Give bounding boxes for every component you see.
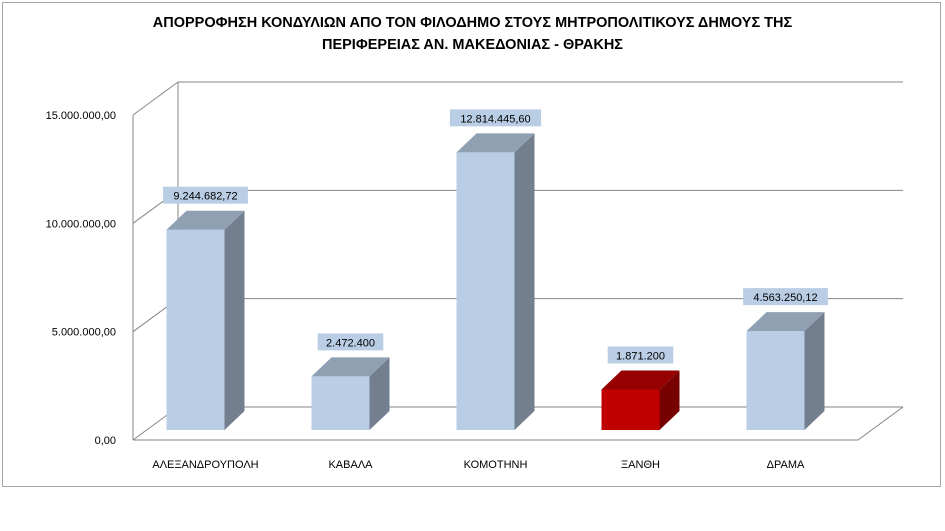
gridline-side-3 (132, 81, 179, 116)
bar-side-0 (224, 210, 245, 430)
data-label-4: 4.563.250,12 (753, 292, 817, 304)
data-label-bg-4 (743, 288, 828, 306)
bar-front-4 (746, 331, 805, 430)
x-tick-label-0: ΑΛΕΞΑΝΔΡΟΥΠΟΛΗ (152, 459, 258, 471)
floor-right-edge (857, 406, 904, 441)
data-label-bg-2 (449, 109, 542, 127)
x-tick-label-3: ΞΑΝΘΗ (621, 459, 660, 471)
x-tick-label-4: ΔΡΑΜΑ (767, 459, 805, 471)
data-label-1: 2.472.400 (326, 337, 375, 349)
data-label-0: 9.244.682,72 (173, 191, 237, 203)
bar-top-0 (166, 210, 245, 230)
chart-title-line-1: ΑΠΟΡΡΟΦΗΣΗ ΚΟΝΔΥΛΙΩΝ ΑΠΟ ΤΟΝ ΦΙΛΟΔΗΜΟ ΣΤ… (152, 15, 793, 31)
data-label-bg-1 (317, 333, 384, 351)
x-tick-label-1: ΚΑΒΑΛΑ (328, 459, 373, 471)
bar-front-3 (601, 389, 660, 430)
chart-title: ΑΠΟΡΡΟΦΗΣΗ ΚΟΝΔΥΛΙΩΝ ΑΠΟ ΤΟΝ ΦΙΛΟΔΗΜΟ ΣΤ… (0, 12, 945, 56)
x-tick-label-2: ΚΟΜΟΤΗΝΗ (464, 459, 528, 471)
bar-front-2 (456, 152, 515, 430)
bar-side-1 (369, 357, 390, 430)
bar-front-0 (166, 229, 225, 430)
y-tick-label-0: 0,00 (95, 435, 116, 447)
data-label-bg-3 (607, 346, 674, 364)
bar-front-1 (311, 376, 370, 430)
y-tick-label-3: 15.000.000,00 (46, 110, 116, 122)
bar-top-1 (311, 357, 390, 377)
bar-side-2 (514, 133, 535, 430)
data-label-3: 1.871.200 (616, 350, 665, 362)
bar-top-4 (746, 312, 825, 332)
bar-side-3 (659, 370, 680, 430)
bar-top-3 (601, 370, 680, 390)
y-tick-label-2: 10.000.000,00 (46, 218, 116, 230)
bar-top-2 (456, 133, 535, 153)
data-label-2: 12.814.445,60 (460, 113, 530, 125)
y-tick-label-1: 5.000.000,00 (52, 327, 116, 339)
chart-title-line-2: ΠΕΡΙΦΕΡΕΙΑΣ ΑΝ. ΜΑΚΕΔΟΝΙΑΣ - ΘΡΑΚΗΣ (321, 37, 623, 53)
data-label-bg-0 (163, 186, 248, 204)
bar-side-4 (804, 312, 825, 430)
